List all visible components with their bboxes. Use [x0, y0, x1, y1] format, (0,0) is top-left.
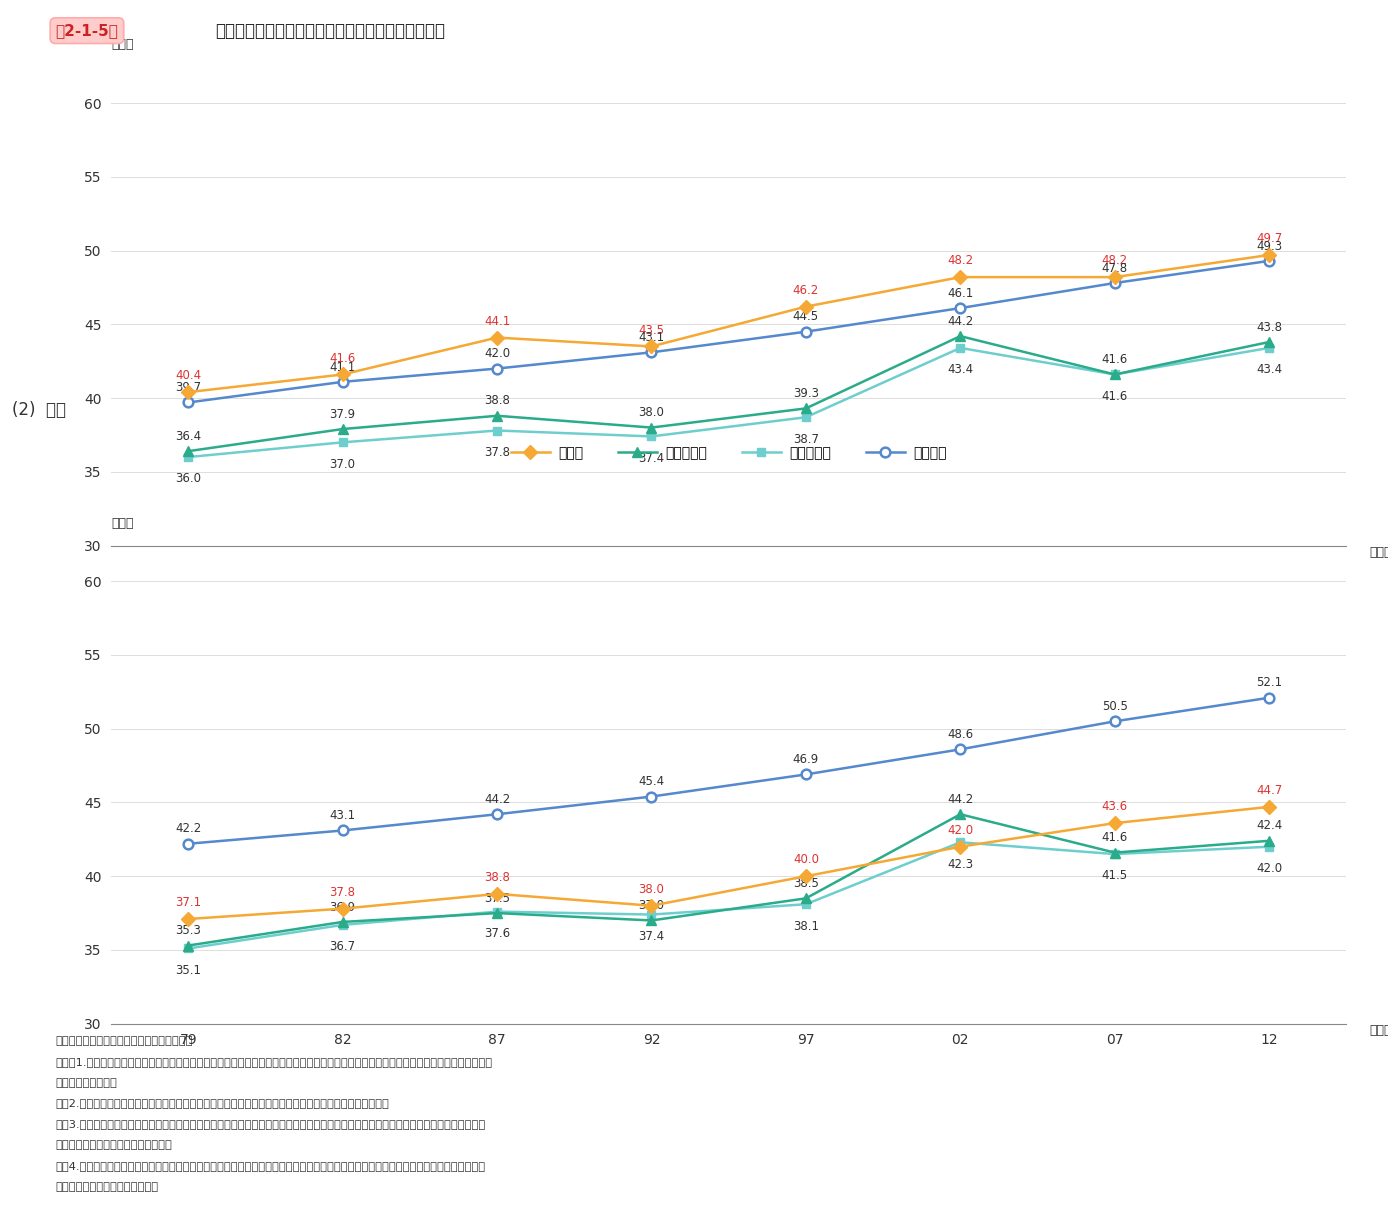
Text: 43.4: 43.4 — [1256, 363, 1283, 376]
Text: （年）: （年） — [1370, 1024, 1388, 1037]
Text: 38.5: 38.5 — [793, 877, 819, 890]
Text: 44.2: 44.2 — [484, 793, 511, 805]
Text: 36.0: 36.0 — [175, 472, 201, 485]
Text: 48.2: 48.2 — [947, 254, 973, 267]
Text: （歳）: （歳） — [111, 38, 133, 51]
Text: 起業家は含まれていない。: 起業家は含まれていない。 — [56, 1182, 158, 1192]
Text: 50.5: 50.5 — [1102, 700, 1127, 714]
Text: 2.ここでいう「起業準備者」とは、起業希望者のうち「開業の準備をしている」と回答した者をいう。: 2.ここでいう「起業準備者」とは、起業希望者のうち「開業の準備をしている」と回答… — [56, 1098, 390, 1108]
Text: 43.5: 43.5 — [638, 324, 665, 337]
Text: 52.1: 52.1 — [1256, 677, 1283, 689]
Text: (2)  女性: (2) 女性 — [12, 401, 67, 418]
Text: 40.4: 40.4 — [175, 369, 201, 383]
Text: 43.8: 43.8 — [1256, 321, 1283, 333]
Text: 37.6: 37.6 — [484, 927, 511, 940]
Text: 42.0: 42.0 — [1256, 862, 1283, 875]
Text: 37.5: 37.5 — [484, 891, 509, 905]
Text: 42.4: 42.4 — [1256, 819, 1283, 832]
Text: 38.8: 38.8 — [484, 872, 509, 884]
Text: 45.4: 45.4 — [638, 775, 665, 788]
Text: したい」と回答した者をいう。: したい」と回答した者をいう。 — [56, 1140, 172, 1150]
Text: 38.8: 38.8 — [484, 395, 509, 407]
Text: 43.6: 43.6 — [1102, 801, 1128, 813]
Text: 37.1: 37.1 — [175, 896, 201, 910]
Text: 38.0: 38.0 — [638, 883, 665, 896]
Text: 41.1: 41.1 — [329, 360, 355, 374]
Text: 42.0: 42.0 — [484, 347, 511, 360]
Text: 42.3: 42.3 — [947, 857, 973, 870]
Text: 37.4: 37.4 — [638, 929, 665, 943]
Text: （注）1.ここでいう「起業家」とは、過去１年間に職を変えた又は新たに職についた者のうち、現在は会社等の役員又は自営業主となってい: （注）1.ここでいう「起業家」とは、過去１年間に職を変えた又は新たに職についた者… — [56, 1057, 493, 1067]
Text: 46.2: 46.2 — [793, 284, 819, 297]
Text: 38.1: 38.1 — [793, 920, 819, 933]
Text: 43.1: 43.1 — [329, 809, 355, 823]
Text: 35.1: 35.1 — [175, 964, 201, 977]
Text: 41.6: 41.6 — [1102, 831, 1128, 845]
Text: 41.6: 41.6 — [329, 352, 355, 365]
Text: 37.8: 37.8 — [484, 446, 509, 459]
Text: 42.0: 42.0 — [947, 824, 973, 837]
Text: 41.6: 41.6 — [1102, 353, 1128, 367]
Text: 4.ここでの起業家、起業準備者、起業希望者には、兼業・副業としての起業家、兼業・副業としての起業準備者、兼業・副業としての: 4.ここでの起業家、起業準備者、起業希望者には、兼業・副業としての起業家、兼業・… — [56, 1161, 486, 1171]
Text: 37.4: 37.4 — [638, 451, 665, 465]
Text: 35.3: 35.3 — [175, 924, 201, 937]
Text: 41.5: 41.5 — [1102, 869, 1128, 883]
Text: 41.6: 41.6 — [1102, 390, 1128, 403]
Text: 43.4: 43.4 — [947, 363, 973, 376]
Legend: 起業家, 起業準備者, 起業希望者, 女性全体: 起業家, 起業準備者, 起業希望者, 女性全体 — [505, 440, 952, 466]
Text: 36.4: 36.4 — [175, 430, 201, 443]
Text: 48.6: 48.6 — [947, 728, 973, 741]
Text: （年）: （年） — [1370, 546, 1388, 559]
Text: 44.5: 44.5 — [793, 310, 819, 324]
Text: 37.0: 37.0 — [330, 457, 355, 471]
Text: 資料：総務省「就業構造基本調査」再編加工: 資料：総務省「就業構造基本調査」再編加工 — [56, 1036, 193, 1046]
Text: 第2-1-5図: 第2-1-5図 — [56, 23, 118, 38]
Text: 39.7: 39.7 — [175, 381, 201, 394]
Text: 44.1: 44.1 — [484, 315, 511, 327]
Text: 43.1: 43.1 — [638, 331, 665, 345]
Text: 48.2: 48.2 — [1102, 254, 1128, 267]
Text: 38.7: 38.7 — [793, 433, 819, 445]
Text: 47.8: 47.8 — [1102, 261, 1128, 275]
Text: 39.3: 39.3 — [793, 387, 819, 400]
Text: 46.1: 46.1 — [947, 287, 973, 299]
Text: 49.7: 49.7 — [1256, 232, 1283, 245]
Text: 37.8: 37.8 — [330, 886, 355, 899]
Text: 49.3: 49.3 — [1256, 239, 1283, 253]
Text: 38.0: 38.0 — [638, 406, 665, 419]
Text: る者をいう。: る者をいう。 — [56, 1078, 118, 1087]
Text: 37.9: 37.9 — [329, 408, 355, 421]
Text: 37.0: 37.0 — [638, 899, 665, 912]
Text: （歳）: （歳） — [111, 516, 133, 530]
Text: 46.9: 46.9 — [793, 753, 819, 766]
Text: 3.ここでいう「起業希望者」とは、有業者の転職希望者のうち、「自分で事業を起こしたい」又は、無業者のうち「自分で事業を起こ: 3.ここでいう「起業希望者」とは、有業者の転職希望者のうち、「自分で事業を起こし… — [56, 1119, 486, 1129]
Text: 40.0: 40.0 — [793, 853, 819, 867]
Text: 起業家、起業準備者、起業希望者の平均年齢の推移: 起業家、起業準備者、起業希望者の平均年齢の推移 — [215, 22, 446, 39]
Text: 44.2: 44.2 — [947, 793, 973, 805]
Text: 44.7: 44.7 — [1256, 785, 1283, 797]
Text: 36.9: 36.9 — [329, 901, 355, 913]
Text: 44.2: 44.2 — [947, 315, 973, 327]
Text: 42.2: 42.2 — [175, 823, 201, 835]
Text: 36.7: 36.7 — [329, 940, 355, 953]
